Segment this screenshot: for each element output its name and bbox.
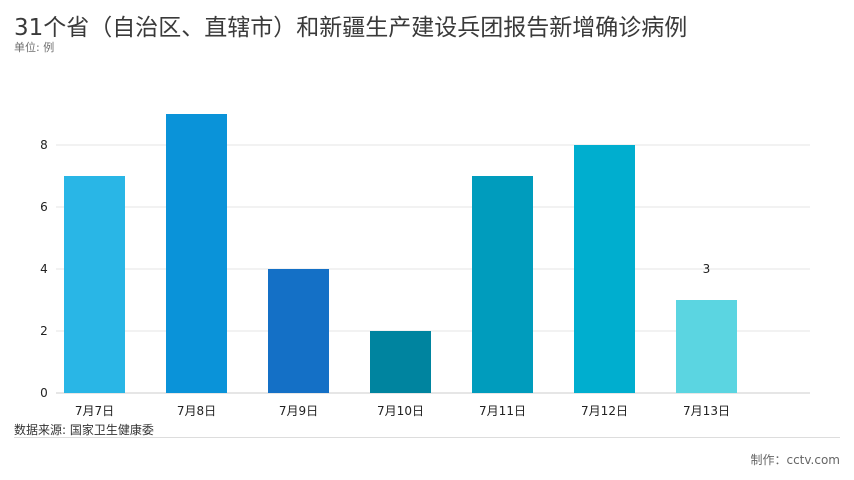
bar-3 <box>268 269 329 393</box>
y-tick-label: 2 <box>40 324 48 338</box>
y-tick-label: 6 <box>40 200 48 214</box>
data-labels: 3 <box>703 262 711 276</box>
bar-6 <box>574 145 635 393</box>
bar-7 <box>676 300 737 393</box>
bar-5 <box>472 176 533 393</box>
x-tick-label: 7月11日 <box>479 404 526 418</box>
chart-title: 31个省（自治区、直辖市）和新疆生产建设兵团报告新增确诊病例 <box>14 15 688 41</box>
bar-2 <box>166 114 227 393</box>
bar-chart: 0 2 4 6 8 3 7月7日 7月8日 7月9日 7月10日 7月11日 7月12日 7月13日 <box>40 114 810 418</box>
credit: 制作：cctv.com <box>750 453 840 467</box>
x-tick-label: 7月10日 <box>377 404 424 418</box>
x-tick-label: 7月12日 <box>581 404 628 418</box>
data-source: 数据来源: 国家卫生健康委 <box>14 423 154 437</box>
y-axis: 0 2 4 6 8 <box>40 138 48 400</box>
x-tick-label: 7月8日 <box>177 404 216 418</box>
footer-divider <box>14 437 840 438</box>
bars <box>64 114 737 393</box>
bar-4 <box>370 331 431 393</box>
x-axis: 7月7日 7月8日 7月9日 7月10日 7月11日 7月12日 7月13日 <box>75 404 730 418</box>
unit-label: 单位: 例 <box>14 41 55 54</box>
x-tick-label: 7月7日 <box>75 404 114 418</box>
x-tick-label: 7月9日 <box>279 404 318 418</box>
data-label: 3 <box>703 262 711 276</box>
y-tick-label: 0 <box>40 386 48 400</box>
bar-1 <box>64 176 125 393</box>
x-tick-label: 7月13日 <box>683 404 730 418</box>
y-tick-label: 8 <box>40 138 48 152</box>
y-tick-label: 4 <box>40 262 48 276</box>
